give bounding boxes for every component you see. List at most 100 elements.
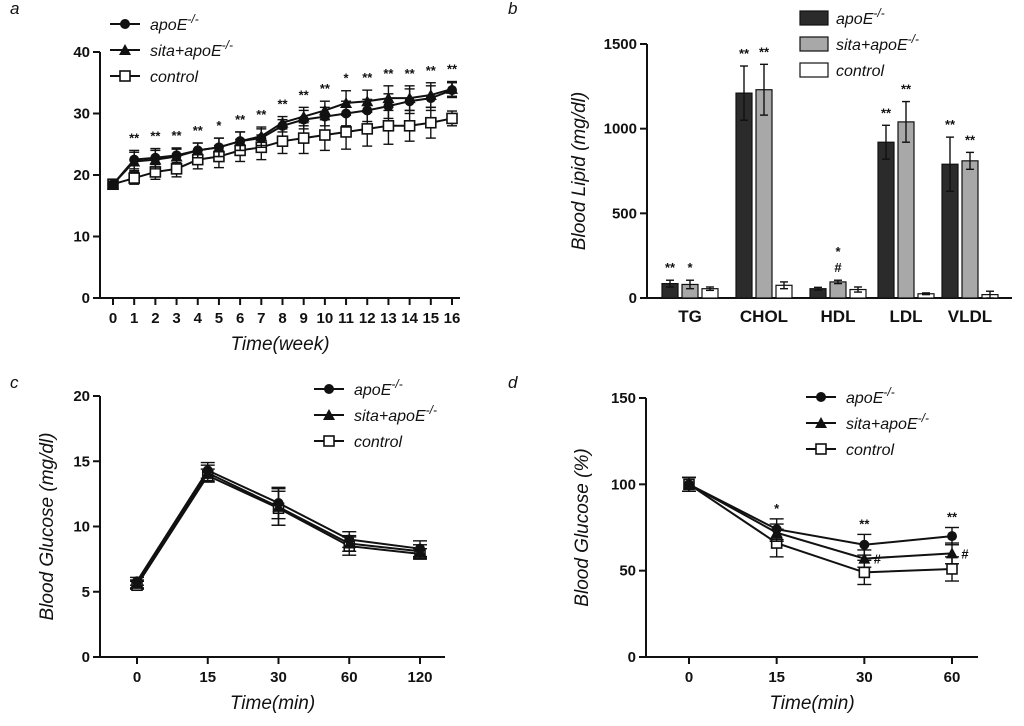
legend-item	[806, 443, 836, 455]
y-tick-label-d: 0	[628, 649, 636, 666]
legend-item	[110, 19, 140, 29]
x-tick-label-a: 6	[236, 310, 244, 327]
series-line	[688, 483, 953, 546]
y-tick-label-c: 5	[82, 584, 90, 601]
x-tick-label-d: 15	[768, 669, 785, 686]
data-point	[318, 104, 331, 116]
data-point	[131, 577, 143, 589]
series-line	[688, 483, 953, 560]
category-label: LDL	[889, 307, 922, 326]
data-point	[859, 539, 870, 550]
y-tick-label-c: 20	[73, 388, 90, 405]
data-point	[128, 172, 140, 184]
significance-mark: *	[835, 244, 841, 259]
series-control	[682, 476, 959, 586]
x-tick-label-c: 120	[407, 669, 432, 686]
data-point	[446, 82, 458, 94]
x-tick-label-a: 9	[300, 310, 308, 327]
legend-item	[806, 417, 836, 428]
data-point	[858, 552, 871, 564]
y-axis-title: Blood Glucose (%)	[572, 448, 593, 606]
significance-mark: **	[129, 130, 140, 145]
data-point	[272, 500, 285, 512]
x-tick-label-d: 60	[944, 669, 961, 686]
legend-marker	[815, 417, 827, 428]
data-point	[424, 89, 437, 101]
category-label: TG	[678, 307, 702, 326]
legend-marker	[119, 70, 131, 82]
significance-mark: *	[687, 260, 693, 275]
significance-mark: **	[426, 63, 437, 78]
legend-marker	[324, 384, 334, 394]
series-control	[107, 106, 458, 191]
category-label: CHOL	[740, 307, 788, 326]
significance-mark: **	[235, 112, 246, 127]
x-tick-label-a: 12	[359, 310, 376, 327]
series-apoe	[682, 476, 959, 556]
panel-letter: b	[508, 0, 517, 18]
data-point	[947, 531, 957, 542]
category-ldl: ** ** LDL	[877, 82, 935, 326]
y-axis-title: Blood Glucose (mg/dl)	[37, 433, 58, 621]
data-point	[255, 130, 268, 142]
y-tick-label-b: 0	[629, 290, 637, 307]
x-tick-label-a: 16	[444, 310, 461, 327]
significance-mark: **	[299, 87, 310, 102]
data-point	[403, 120, 416, 132]
data-point	[946, 563, 958, 575]
data-point	[770, 526, 783, 538]
y-axis-title: Blood Lipid (mg/dl)	[569, 92, 590, 250]
bar	[755, 89, 773, 299]
legend-marker	[323, 409, 335, 420]
x-axis-title: Time(min)	[769, 693, 854, 714]
y-tick-label-c: 15	[73, 453, 90, 470]
data-point	[361, 123, 374, 135]
category-vldl: ** ** VLDL	[941, 117, 999, 326]
significance-mark: **	[405, 66, 416, 81]
data-point	[107, 178, 119, 190]
x-tick-label-a: 4	[194, 310, 203, 327]
y-tick-label-a: 20	[73, 167, 90, 184]
legend-marker	[120, 19, 130, 29]
bar	[877, 141, 895, 299]
data-point	[297, 132, 310, 144]
legend-swatch	[799, 62, 829, 78]
data-point	[382, 120, 395, 132]
x-axis-title: Time(min)	[230, 693, 315, 714]
x-tick-label-a: 11	[338, 310, 354, 327]
significance-mark: **	[965, 132, 976, 147]
significance-mark: **	[320, 81, 331, 96]
x-axis-title: Time(week)	[230, 334, 329, 355]
significance-mark: **	[383, 66, 394, 81]
bar	[961, 160, 979, 299]
y-tick-label-a: 40	[73, 44, 90, 61]
x-tick-label-a: 2	[151, 310, 159, 327]
category-hdl: *# HDL	[809, 244, 867, 326]
bar	[897, 121, 915, 299]
x-tick-label-a: 13	[380, 310, 397, 327]
bar	[829, 281, 847, 299]
x-tick-label-c: 60	[341, 669, 358, 686]
significance-mark: **	[277, 97, 288, 112]
legend-label: apoE-/-	[150, 12, 199, 34]
category-label: HDL	[821, 307, 856, 326]
x-tick-label-a: 7	[257, 310, 265, 327]
category-chol: ** ** CHOL	[735, 44, 793, 326]
y-tick-label-b: 1500	[604, 36, 637, 53]
legend-item	[799, 36, 829, 52]
significance-mark: **	[859, 516, 870, 531]
legend-marker	[119, 44, 131, 55]
legend-marker	[323, 435, 335, 447]
significance-mark: **	[665, 260, 676, 275]
data-point	[425, 116, 437, 129]
y-tick-label-c: 0	[82, 649, 90, 666]
data-point	[276, 116, 289, 128]
data-point	[403, 92, 416, 104]
significance-mark: **	[256, 107, 267, 122]
y-tick-label-a: 0	[82, 290, 90, 307]
x-tick-label-d: 30	[856, 669, 873, 686]
legend-label: control	[836, 63, 884, 80]
significance-mark: **	[193, 123, 204, 138]
